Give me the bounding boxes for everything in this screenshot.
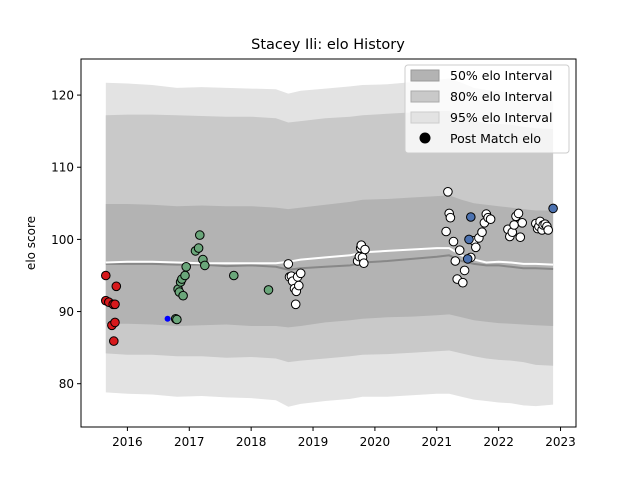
post-match-point-3-15 [359, 258, 369, 269]
post-match-point-3-52 [543, 225, 554, 235]
post-match-point-3-24 [454, 245, 465, 255]
post-match-point-3-29 [471, 242, 481, 253]
post-match-point-4-3 [548, 203, 558, 214]
x-tick-label-2023: 2023 [545, 435, 576, 449]
legend-label-post-match: Post Match elo [450, 131, 541, 146]
post-match-point-2-7 [180, 270, 190, 281]
band-50-interval [105, 195, 554, 328]
legend-swatch-band-80 [410, 90, 440, 103]
post-match-point-3-43 [517, 218, 528, 228]
post-match-point-3-21 [448, 236, 459, 247]
x-tick-label-2016: 2016 [112, 435, 143, 449]
post-match-point-0-6 [110, 317, 120, 328]
legend-label-50: 50% elo Interval [450, 68, 552, 83]
y-tick-label-110: 110 [51, 161, 74, 175]
post-match-point-3-41 [513, 208, 524, 219]
x-tick-label-2020: 2020 [360, 435, 391, 449]
post-match-point-1-0 [164, 315, 171, 322]
post-match-point-4-1 [466, 212, 476, 222]
y-tick-label-90: 90 [59, 305, 74, 319]
post-match-point-3-8 [294, 280, 304, 291]
post-match-point-3-5 [290, 299, 301, 310]
post-match-point-2-14 [229, 270, 239, 281]
post-match-point-2-1 [172, 314, 182, 325]
x-tick-label-2018: 2018 [236, 435, 267, 449]
post-match-point-4-2 [462, 254, 473, 264]
x-axis: 2016 2017 2018 2019 2020 2021 2022 2023 [112, 427, 576, 449]
x-tick-label-2019: 2019 [298, 435, 329, 449]
post-match-point-3-16 [360, 244, 370, 255]
y-axis-label: elo score [24, 216, 38, 270]
post-match-point-2-11 [195, 230, 205, 240]
post-match-point-3-17 [441, 226, 451, 237]
post-match-point-3-0 [283, 259, 294, 269]
post-match-point-0-5 [109, 336, 119, 346]
post-match-points [101, 187, 558, 346]
post-match-point-3-20 [445, 212, 456, 223]
post-match-point-2-15 [263, 285, 274, 295]
x-tick-label-2022: 2022 [483, 435, 514, 449]
legend-box [404, 64, 570, 154]
y-tick-label-120: 120 [51, 89, 74, 103]
post-match-point-2-8 [181, 262, 191, 272]
chart-title: Stacey Ili: elo History [251, 37, 405, 53]
post-match-point-2-6 [178, 290, 188, 301]
post-match-point-3-39 [509, 220, 519, 230]
post-match-point-3-18 [443, 187, 453, 197]
post-match-point-0-8 [110, 299, 120, 310]
post-match-point-0-0 [101, 270, 111, 281]
post-match-point-3-26 [459, 265, 470, 276]
post-match-point-3-9 [295, 268, 306, 279]
axes-frame [80, 58, 577, 428]
legend-swatch-band-95 [410, 111, 440, 124]
legend-marker-post-match [419, 132, 431, 144]
legend: 50% elo Interval 80% elo Interval 95% el… [404, 64, 570, 154]
post-match-point-3-31 [477, 227, 487, 237]
legend-swatch-band-50 [410, 69, 440, 82]
y-tick-label-80: 80 [59, 377, 74, 391]
plot-area [101, 78, 558, 407]
post-match-point-3-25 [458, 277, 468, 288]
legend-label-95: 95% elo Interval [450, 110, 552, 125]
legend-label-80: 80% elo Interval [450, 89, 552, 104]
y-tick-label-100: 100 [51, 233, 74, 247]
y-axis: 80 90 100 110 120 [51, 89, 81, 391]
post-match-point-3-35 [485, 214, 496, 224]
post-match-point-3-22 [450, 256, 461, 266]
post-match-point-2-13 [200, 260, 210, 271]
post-match-point-2-10 [193, 243, 204, 253]
post-match-point-0-7 [111, 281, 122, 292]
post-match-point-3-42 [515, 232, 526, 242]
x-tick-label-2017: 2017 [174, 435, 205, 449]
x-tick-label-2021: 2021 [422, 435, 453, 449]
post-match-point-4-0 [464, 234, 474, 245]
